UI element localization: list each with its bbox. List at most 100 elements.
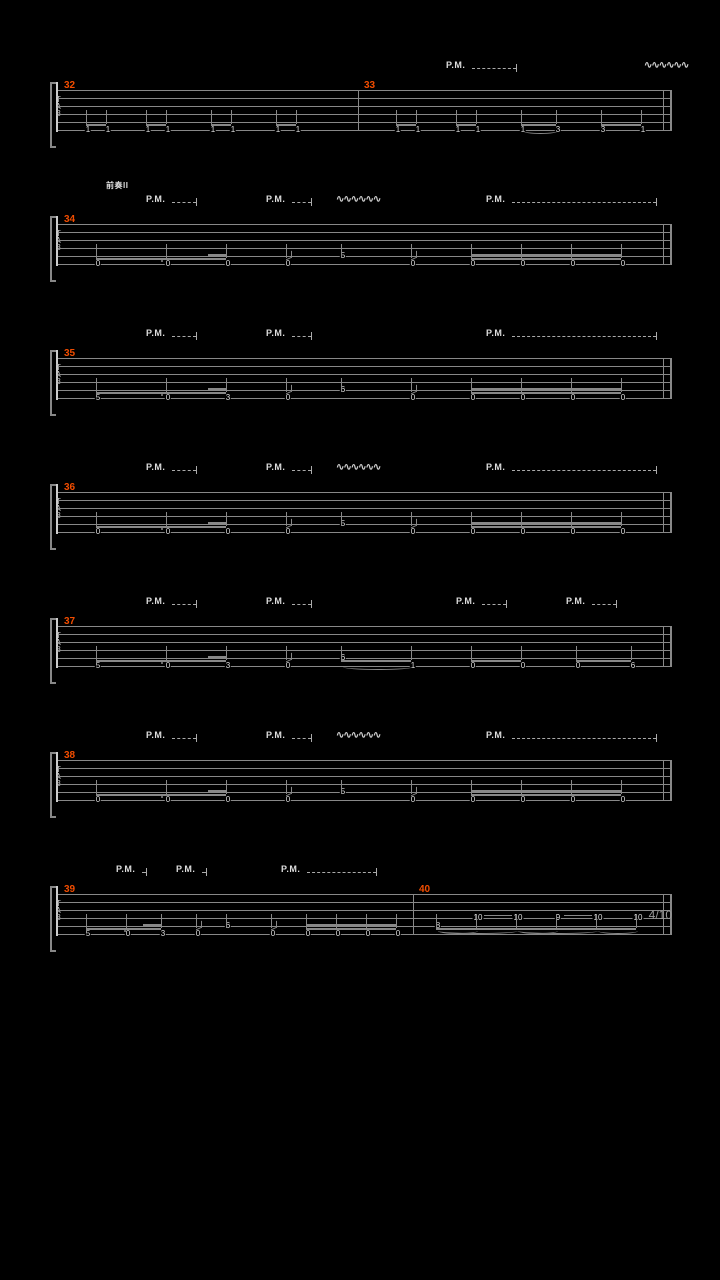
pm-dash (292, 604, 311, 605)
pm-dash (172, 738, 196, 739)
stem (476, 110, 477, 124)
vibrato-mark: ∿∿∿∿∿∿ (336, 730, 380, 741)
tab-system: P.M.P.M.∿∿∿∿∿∿P.M.36TAB0000500000 (56, 462, 672, 534)
stem (471, 646, 472, 660)
stem (521, 646, 522, 660)
stem (341, 646, 342, 660)
stem (211, 110, 212, 124)
beam (456, 124, 476, 126)
stem (631, 646, 632, 660)
string-line (58, 398, 672, 399)
pm-dash (172, 202, 196, 203)
pm-annotation: P.M. (281, 864, 300, 874)
beam (211, 124, 231, 126)
beam (341, 660, 411, 662)
stem (601, 110, 602, 124)
string-line (58, 532, 672, 533)
section-label: 前奏II (106, 180, 128, 191)
stem (166, 780, 167, 794)
string-line (58, 500, 672, 501)
string-line (58, 626, 672, 627)
rhythm-row (56, 512, 672, 532)
string-line (58, 366, 672, 367)
vibrato-mark: ∿∿∿∿∿∿ (336, 462, 380, 473)
beam (521, 124, 556, 126)
pm-dash (172, 336, 196, 337)
vibrato-mark: ∿∿∿∿∿∿ (336, 194, 380, 205)
pm-dash (292, 202, 311, 203)
pm-dash (292, 470, 311, 471)
pm-annotation: P.M. (266, 328, 285, 338)
annotation-row: P.M.P.M.P.M.P.M. (56, 596, 672, 614)
stem (341, 244, 342, 258)
tab-system: P.M.P.M.P.M.3940TAB50306000008101091010 (56, 864, 672, 936)
flag (286, 251, 292, 261)
rhythm-row (56, 110, 672, 130)
stem (576, 646, 577, 660)
tab-page: P.M.∿∿∿∿∿∿3233TAB1111111111111331 前奏II P.M… (0, 0, 720, 936)
stem (86, 914, 87, 928)
beam (471, 660, 521, 662)
stem (341, 378, 342, 392)
stem (96, 646, 97, 660)
rhythm-row (56, 780, 672, 800)
flag (411, 787, 417, 797)
string-line (58, 98, 672, 99)
stem (226, 646, 227, 660)
pm-annotation: P.M. (446, 60, 465, 70)
pm-dash (592, 604, 616, 605)
flag (271, 921, 277, 931)
stem (621, 244, 622, 258)
pm-annotation: P.M. (266, 194, 285, 204)
pm-annotation: P.M. (486, 462, 505, 472)
pm-dash (472, 68, 516, 69)
tab-system: P.M.P.M.∿∿∿∿∿∿P.M.38TAB0000500000 (56, 730, 672, 802)
stem (96, 378, 97, 392)
stem (621, 378, 622, 392)
tab-system: P.M.∿∿∿∿∿∿3233TAB1111111111111331 (56, 60, 672, 132)
string-line (58, 800, 672, 801)
pm-annotation: P.M. (486, 194, 505, 204)
pm-dash (307, 872, 376, 873)
tab-system: P.M.P.M.P.M.35TAB5030600000 (56, 328, 672, 400)
pm-annotation: P.M. (486, 328, 505, 338)
beam (576, 660, 631, 662)
pm-dash (172, 470, 196, 471)
stem (296, 110, 297, 124)
stem (166, 512, 167, 526)
stem (226, 780, 227, 794)
pm-dash (292, 738, 311, 739)
stem (641, 110, 642, 124)
stem (166, 646, 167, 660)
stem (166, 378, 167, 392)
stem (166, 110, 167, 124)
stem (231, 110, 232, 124)
beam (601, 124, 641, 126)
flag (286, 653, 292, 663)
stem (226, 244, 227, 258)
stem (396, 914, 397, 928)
flag (286, 385, 292, 395)
annotation-row: P.M.∿∿∿∿∿∿ (56, 60, 672, 78)
stem (226, 914, 227, 928)
pm-annotation: P.M. (146, 194, 165, 204)
pm-annotation: P.M. (266, 462, 285, 472)
pm-annotation: P.M. (146, 730, 165, 740)
pm-annotation: P.M. (146, 596, 165, 606)
pm-dash (512, 470, 656, 471)
stem (146, 110, 147, 124)
rhythm-row (56, 914, 672, 934)
pm-annotation: P.M. (116, 864, 135, 874)
pm-annotation: P.M. (486, 730, 505, 740)
annotation-row: 前奏IIP.M.P.M.∿∿∿∿∿∿P.M. (56, 194, 672, 212)
string-line (58, 910, 672, 911)
annotation-row: P.M.P.M.∿∿∿∿∿∿P.M. (56, 730, 672, 748)
stem (521, 110, 522, 124)
stem (161, 914, 162, 928)
stem (96, 244, 97, 258)
string-line (58, 768, 672, 769)
stem (226, 378, 227, 392)
pm-annotation: P.M. (146, 328, 165, 338)
string-line (58, 358, 672, 359)
pm-annotation: P.M. (266, 596, 285, 606)
